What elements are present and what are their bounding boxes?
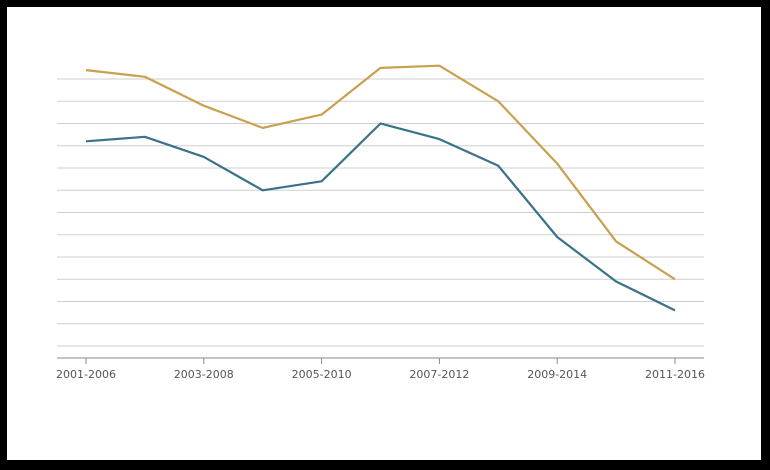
chart-frame: 2001-2006 2003-2008 2005-2010 2007-2012 2009… xyxy=(7,7,761,460)
line-chart: 2001-2006 2003-2008 2005-2010 2007-2012 2009… xyxy=(56,64,705,381)
x-tick-label: 2001-2006 xyxy=(56,368,116,381)
x-tick-label: 2011-2016 xyxy=(645,368,705,381)
x-tick-label: 2009-2014 xyxy=(527,368,587,381)
series-line-2 xyxy=(85,122,676,312)
gridlines xyxy=(57,78,704,347)
series-lines xyxy=(85,64,676,312)
series-line-1 xyxy=(85,64,676,281)
x-tick-labels: 2001-2006 2003-2008 2005-2010 2007-2012 2009… xyxy=(56,358,705,381)
x-tick-label: 2005-2010 xyxy=(292,368,352,381)
x-tick-label: 2003-2008 xyxy=(174,368,234,381)
x-tick-label: 2007-2012 xyxy=(409,368,469,381)
